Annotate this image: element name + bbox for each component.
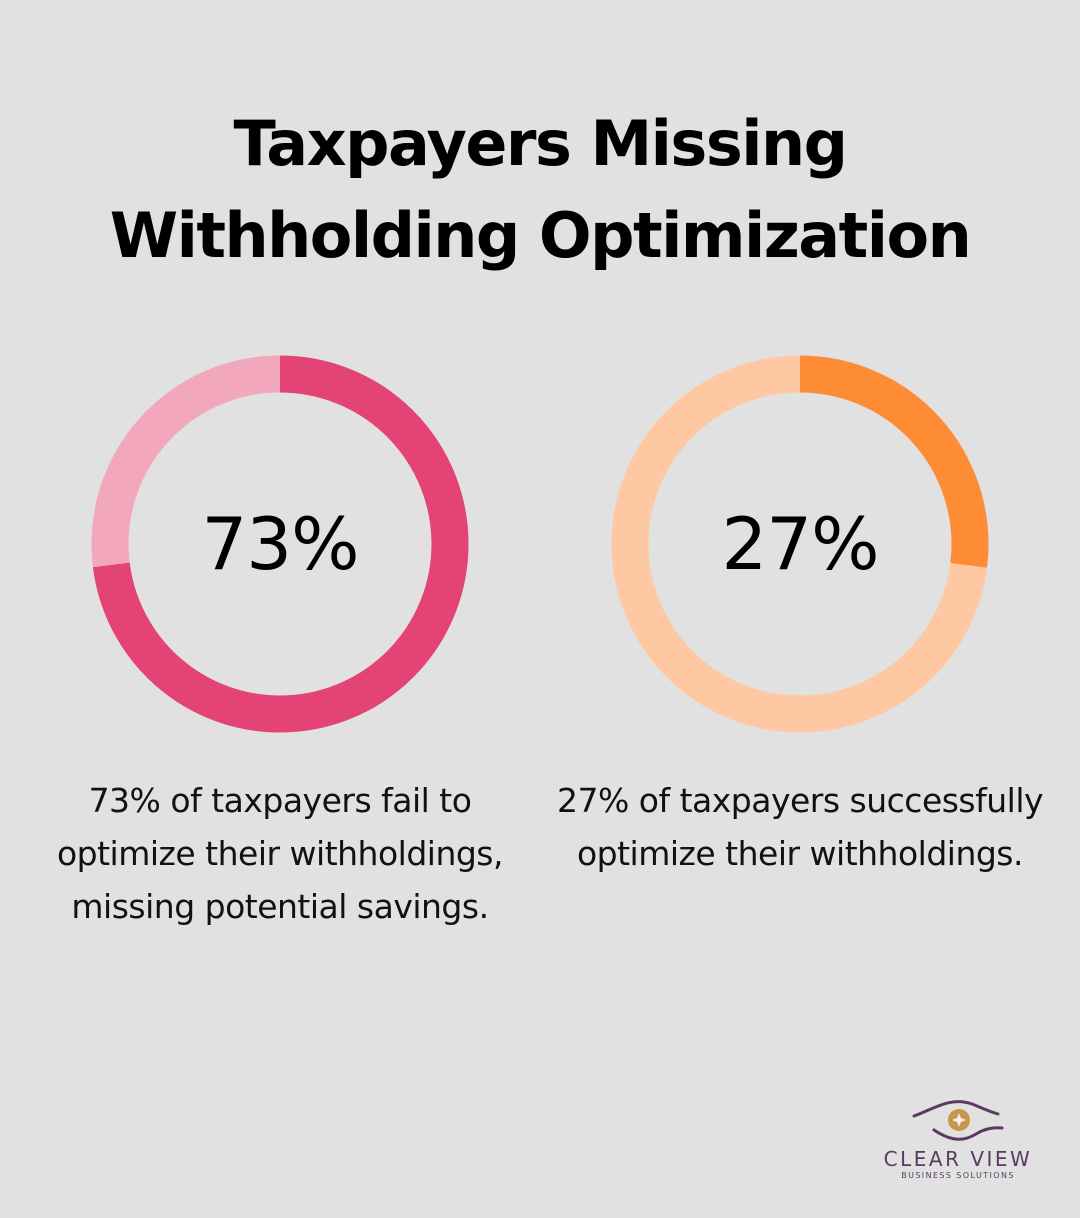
logo-tagline: BUSINESS SOLUTIONS bbox=[901, 1171, 1015, 1180]
donut-center-value: 73% bbox=[201, 502, 359, 586]
donut-value-arc bbox=[91, 355, 469, 733]
caption-fail: 73% of taxpayers fail to optimize their … bbox=[56, 781, 504, 926]
donut-value-arc bbox=[611, 355, 989, 733]
title-line-1: Taxpayers Missing bbox=[233, 107, 849, 180]
donut-chart-fail: 73% bbox=[91, 355, 469, 733]
title-line-2: Withholding Optimization bbox=[109, 199, 972, 272]
clear-view-logo: CLEAR VIEW BUSINESS SOLUTIONS bbox=[868, 1098, 1048, 1188]
page-title: Taxpayers Missing Withholding Optimizati… bbox=[0, 98, 1080, 282]
logo-brand-name: CLEAR VIEW bbox=[883, 1147, 1033, 1171]
donut-ring bbox=[611, 355, 989, 733]
donut-center-value: 27% bbox=[721, 502, 879, 586]
donut-ring bbox=[91, 355, 469, 733]
donut-chart-success: 27% bbox=[611, 355, 989, 733]
eye-logo-icon bbox=[912, 1100, 1004, 1141]
caption-success: 27% of taxpayers successfully optimize t… bbox=[556, 781, 1044, 873]
